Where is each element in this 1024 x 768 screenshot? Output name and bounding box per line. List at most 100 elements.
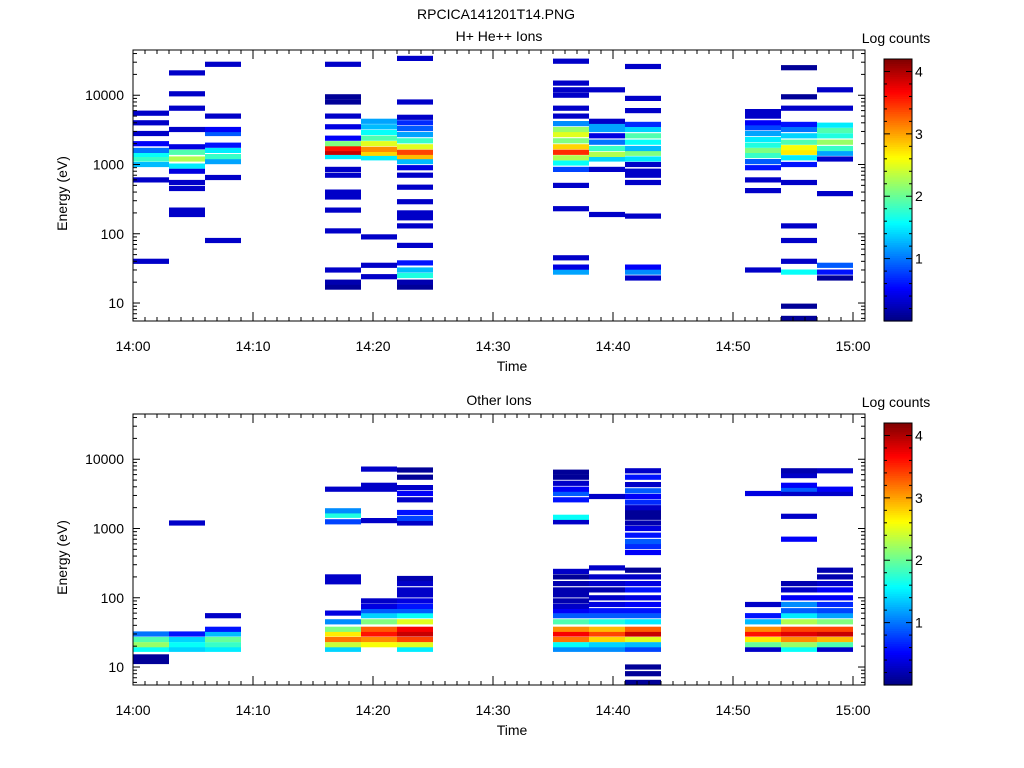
x-axis-label: Time [497,358,528,374]
heatmap-cell [625,567,661,573]
heatmap-cell [625,509,661,516]
heatmap-cell [325,619,361,625]
heatmap-cell [205,237,241,244]
heatmap-cell [133,120,169,126]
heatmap-cell [325,284,361,290]
heatmap-cell [589,151,625,157]
y-tick-label: 1000 [93,156,124,172]
heatmap-cell [325,99,361,105]
heatmap-cell [625,514,661,520]
heatmap-cell [397,272,433,279]
heatmap-cell [817,133,853,139]
heatmap-cell [589,608,625,614]
heatmap-cell [625,161,661,168]
heatmap-cell [625,156,661,162]
heatmap-cell [397,149,433,155]
heatmap-cell [361,118,397,124]
heatmap-cell [589,493,625,500]
x-tick-label: 14:20 [355,338,390,354]
heatmap-cell [781,642,817,648]
heatmap-cell [553,206,589,212]
heatmap-cell [169,149,205,155]
heatmap-cell [133,642,169,648]
colorbar-frame [883,58,913,322]
heatmap-cell [625,520,661,526]
panel-title: H+ He++ Ions [456,28,543,44]
heatmap-cell [781,303,817,309]
heatmap-cell [589,581,625,587]
heatmap-cell [817,275,853,281]
heatmap-cell [589,133,625,139]
heatmap-cell [589,121,625,127]
heatmap-cell [553,149,589,155]
heatmap-cell [361,608,397,614]
heatmap-cell [397,120,433,126]
heatmap-cell [817,581,853,587]
heatmap-cell [325,124,361,130]
heatmap-cell [205,631,241,637]
heatmap-cell [169,179,205,186]
heatmap-cell [625,63,661,70]
heatmap-cell [205,61,241,67]
heatmap-cell [589,619,625,625]
heatmap-cell [325,579,361,585]
x-tick-label: 15:00 [835,702,870,718]
heatmap-cell [397,490,433,497]
heatmap-cell [781,105,817,111]
colorbar-tick-label: 3 [915,126,923,142]
heatmap-cell [553,80,589,86]
heatmap-cell [817,122,853,128]
y-tick-label: 10000 [85,451,124,467]
heatmap-cell [361,518,397,524]
heatmap-cell [589,139,625,145]
heatmap-cell [205,126,241,133]
x-tick-label: 14:00 [115,338,150,354]
heatmap-cell [361,262,397,268]
heatmap-cell [589,574,625,580]
heatmap-cell [397,485,433,491]
heatmap-cell [781,613,817,619]
heatmap-cell [625,468,661,474]
x-tick-label: 14:00 [115,702,150,718]
heatmap-cell [817,631,853,637]
heatmap-cell [553,264,589,270]
heatmap-cell [325,519,361,525]
heatmap-cell [625,538,661,545]
heatmap-cell [325,642,361,648]
panel-h-he-ions: H+ He++ Ions 10 100 1000 10000 Energy (eV) 14:… [54,28,930,374]
heatmap-cell [325,149,361,155]
heatmap-cell [817,468,853,474]
heatmap-cell [361,598,397,604]
heatmap-cell [745,113,781,119]
heatmap-cell [325,626,361,632]
heatmap-cell [553,626,589,632]
y-axis: 10 100 1000 10000 [85,417,865,683]
heatmap-cell [397,515,433,521]
heatmap-cell [625,264,661,270]
heatmap-cell [625,213,661,219]
heatmap-cell [625,613,661,619]
heatmap-cell [325,574,361,580]
heatmap-cell [397,619,433,625]
heatmap-cell [169,631,205,637]
heatmap-cell [625,671,661,677]
heatmap-cell [817,619,853,625]
heatmap-cell [781,161,817,168]
heatmap-cell [169,642,205,648]
heatmap-cell [397,114,433,120]
heatmap-cell [361,603,397,609]
heatmap-cell [745,188,781,194]
heatmap-cell [133,636,169,643]
heatmap-cell [625,532,661,538]
heatmap-cell [397,592,433,598]
heatmap-cell [625,95,661,101]
heatmap-cell [553,132,589,138]
heatmap-cell [553,182,589,188]
heatmap-cell [589,636,625,643]
heatmap-cell [817,150,853,156]
colorbar-tick-label: 4 [915,427,923,443]
colorbar-label: Log counts [862,394,931,410]
heatmap-cell [361,234,397,240]
heatmap-cell [325,189,361,195]
heatmap-cell [325,512,361,518]
